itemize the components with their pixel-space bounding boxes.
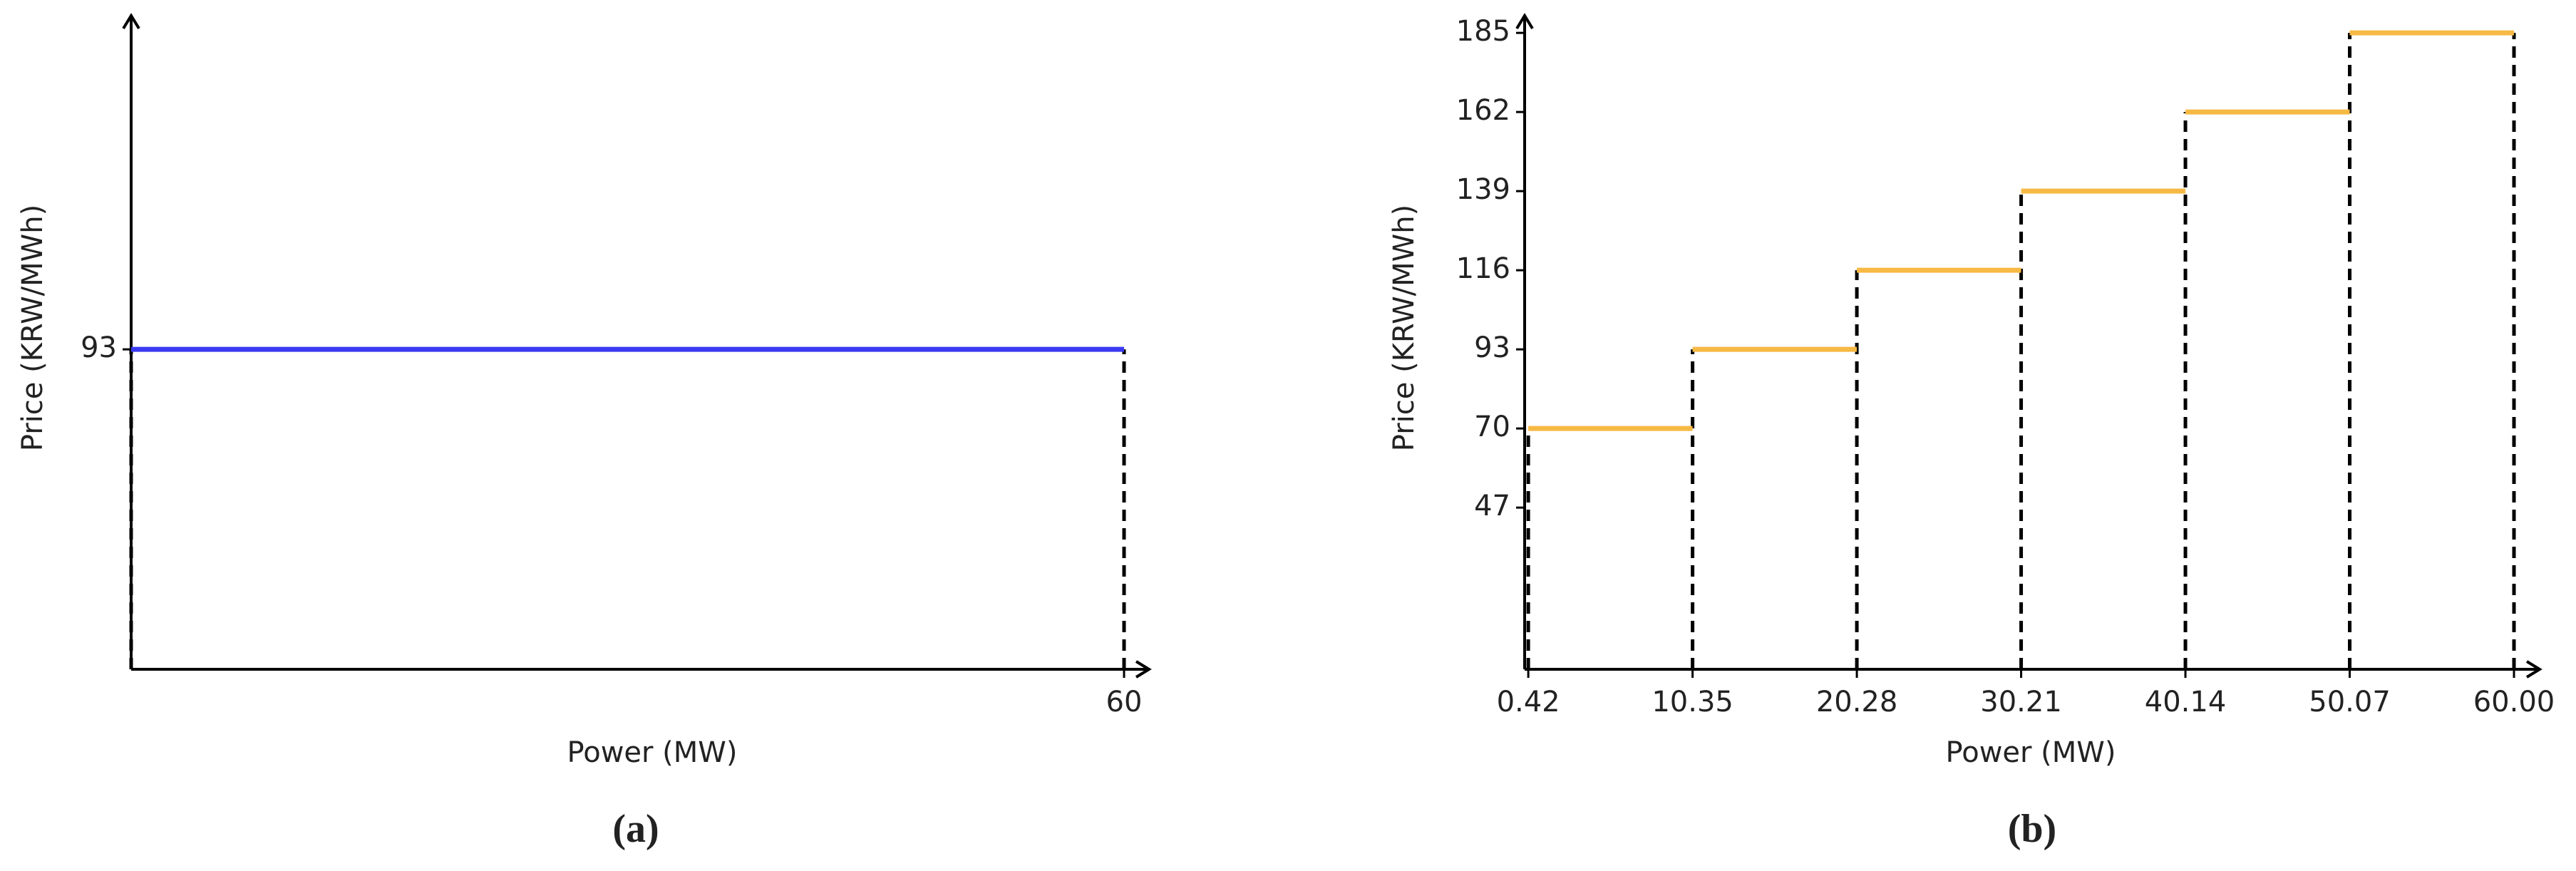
y-tick-label: 162 (1456, 94, 1510, 127)
x-tick-label: 20.28 (1816, 686, 1898, 718)
y-axis-label: Price (KRW/MWh) (16, 205, 49, 451)
x-tick-label: 30.21 (1980, 686, 2062, 718)
x-axis-arrow (1135, 660, 1152, 679)
caption: (b) (2008, 807, 2056, 851)
x-tick-label: 10.35 (1652, 686, 1733, 718)
x-tick-label: 0.42 (1497, 686, 1560, 718)
y-tick-label: 185 (1456, 15, 1510, 48)
x-tick-label: 40.14 (2145, 686, 2227, 718)
y-tick-label: 139 (1456, 173, 1510, 206)
y-tick-label: 47 (1474, 490, 1510, 522)
y-axis-label: Price (KRW/MWh) (1388, 205, 1421, 451)
y-tick-label: 93 (1474, 331, 1510, 364)
y-axis-arrow (122, 13, 140, 30)
y-tick-label: 70 (1474, 411, 1510, 443)
y-axis-arrow (1515, 13, 1534, 30)
x-axis-label: Power (MW) (567, 736, 738, 769)
y-tick-label: 93 (81, 331, 117, 364)
x-tick-label: 60 (1106, 686, 1143, 718)
y-tick-label: 116 (1456, 252, 1510, 285)
x-axis-label: Power (MW) (1946, 736, 2116, 769)
x-tick-label: 50.07 (2309, 686, 2391, 718)
x-tick-label: 60.00 (2473, 686, 2555, 718)
x-axis-arrow (2525, 660, 2542, 679)
caption: (a) (612, 807, 659, 851)
